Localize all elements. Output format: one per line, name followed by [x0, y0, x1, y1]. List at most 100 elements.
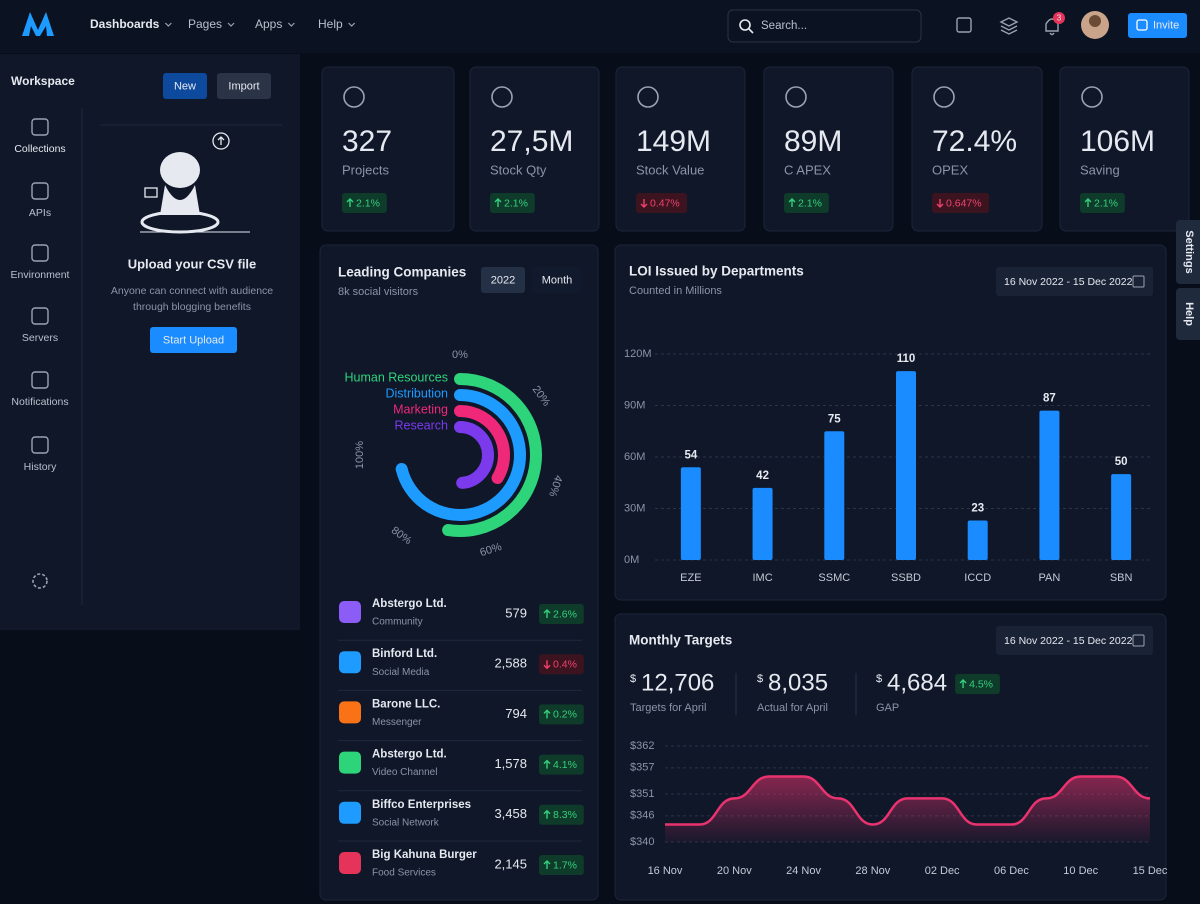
line — [665, 775, 1151, 826]
target-value: 4,684 — [887, 669, 947, 696]
bar — [1039, 410, 1060, 560]
card-title: Monthly Targets — [629, 633, 732, 648]
company-name: Binford Ltd. — [372, 648, 437, 660]
arrow-up — [959, 679, 967, 688]
y-tick-label: $362 — [630, 740, 654, 752]
stat-label: C APEX — [784, 162, 831, 177]
x-tick-label: 02 Dec — [925, 865, 960, 877]
stat-label: Stock Qty — [490, 162, 547, 177]
change-value: 0.47% — [650, 197, 680, 209]
layers-icon[interactable] — [999, 17, 1019, 35]
leading-companies-card — [319, 244, 599, 901]
side-tab[interactable] — [1176, 220, 1200, 284]
start-upload-label: Start Upload — [163, 334, 224, 346]
date-picker[interactable] — [996, 626, 1153, 655]
invite-icon — [1136, 19, 1148, 31]
upload-description: through blogging benefits — [133, 301, 251, 313]
bell-icon[interactable] — [1045, 18, 1059, 36]
nav-item[interactable]: Dashboards — [90, 17, 160, 31]
arrow-down — [936, 199, 944, 208]
bar-value-label: 54 — [684, 449, 697, 461]
bar-value-label: 87 — [1043, 393, 1056, 405]
stat-icon — [343, 86, 365, 108]
side-tab-label: Settings — [1183, 230, 1195, 273]
stat-icon — [1081, 86, 1103, 108]
y-tick-label: 60M — [624, 451, 645, 463]
x-tick-label: SSMC — [818, 572, 850, 584]
arrow-up — [543, 759, 551, 769]
change-badge — [539, 754, 584, 775]
stat-label: OPEX — [932, 162, 968, 177]
company-value: 579 — [505, 605, 527, 620]
menu-item[interactable]: APIs — [29, 207, 51, 219]
change-badge — [955, 674, 1000, 694]
y-tick-label: 120M — [624, 348, 652, 360]
settings-icon[interactable] — [32, 573, 48, 589]
change-value: 2.6% — [553, 608, 577, 620]
x-tick-label: 28 Nov — [855, 865, 890, 877]
side-tab[interactable] — [1176, 288, 1200, 340]
tab-active[interactable] — [481, 267, 525, 293]
company-value: 794 — [505, 706, 527, 721]
change-value: 4.1% — [553, 759, 577, 771]
company-name: Big Kahuna Burger — [372, 849, 477, 861]
card-subtitle: Counted in Millions — [629, 285, 722, 297]
company-category: Community — [372, 617, 423, 628]
nav-item[interactable]: Help — [318, 17, 343, 31]
target-label: GAP — [876, 702, 899, 714]
change-value: 8.3% — [553, 809, 577, 821]
change-value: 2.1% — [798, 197, 822, 209]
stat-value: 89M — [784, 125, 842, 158]
tab[interactable] — [532, 267, 582, 293]
nav-item[interactable]: Pages — [188, 17, 222, 31]
company-name: Abstergo Ltd. — [372, 598, 447, 610]
stat-card — [763, 66, 894, 232]
stat-icon — [933, 86, 955, 108]
arrow-up — [543, 809, 551, 819]
bar-value-label: 50 — [1115, 456, 1128, 468]
date-picker[interactable] — [996, 267, 1153, 296]
menu-item[interactable]: Notifications — [11, 396, 68, 408]
add-icon[interactable] — [956, 17, 972, 33]
logo[interactable] — [22, 12, 54, 36]
y-tick-label: $340 — [630, 836, 654, 848]
x-tick-label: 15 Dec — [1133, 865, 1168, 877]
avatar — [1089, 15, 1101, 27]
legend-label: Marketing — [393, 402, 448, 416]
menu-item[interactable]: Environment — [11, 269, 70, 281]
company-logo — [339, 601, 361, 623]
stat-icon — [785, 86, 807, 108]
change-badge — [490, 193, 535, 213]
start-upload-button[interactable] — [150, 327, 237, 353]
company-category: Social Media — [372, 667, 430, 678]
stat-value: 149M — [636, 125, 711, 158]
menu-item[interactable]: Servers — [22, 332, 58, 344]
x-tick-label: ICCD — [964, 572, 991, 584]
company-logo — [339, 701, 361, 724]
company-category: Social Network — [372, 817, 440, 828]
x-tick-label: 06 Dec — [994, 865, 1029, 877]
search-box[interactable] — [727, 9, 922, 43]
target-label: Actual for April — [757, 702, 828, 714]
arrow-up — [543, 709, 551, 719]
search-icon — [739, 19, 751, 31]
new-button[interactable] — [163, 73, 207, 99]
change-badge — [539, 804, 584, 825]
nav-item[interactable]: Apps — [255, 17, 282, 31]
arrow-up — [788, 198, 796, 207]
import-button[interactable] — [217, 73, 271, 99]
menu-item[interactable]: History — [24, 461, 57, 473]
legend-label: Distribution — [385, 386, 448, 400]
search-icon — [748, 28, 754, 34]
invite-button[interactable] — [1128, 13, 1187, 38]
date-range: 16 Nov 2022 - 15 Dec 2022 — [1004, 276, 1133, 288]
stat-card — [321, 66, 455, 232]
monthly-card — [614, 613, 1167, 901]
x-tick-label: SSBD — [891, 572, 921, 584]
arrow-down — [543, 660, 551, 670]
menu-icon — [31, 118, 49, 136]
bar-value-label: 42 — [756, 470, 769, 482]
area — [665, 776, 1150, 842]
menu-item[interactable]: Collections — [14, 143, 65, 155]
stat-icon — [491, 86, 513, 108]
